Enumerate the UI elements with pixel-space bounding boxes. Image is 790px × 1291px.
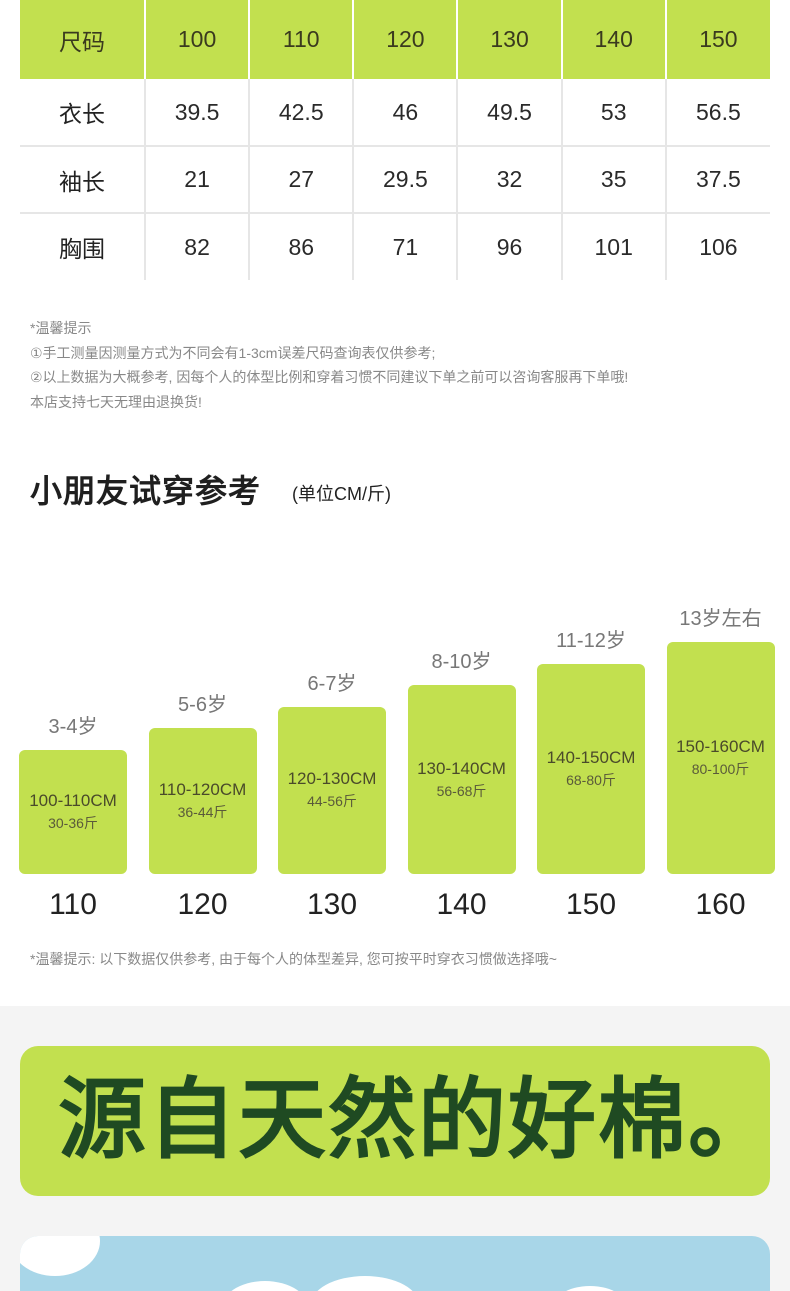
table-cell: 106: [699, 233, 738, 260]
cloud-shape: [550, 1286, 630, 1291]
chart-bar: 120-130CM 44-56斤: [278, 706, 386, 874]
notes-line: 本店支持七天无理由退换货!: [30, 393, 202, 410]
table-row: 袖长 21 27 29.5 32 35 37.5: [20, 146, 770, 214]
table-cell: 35: [561, 146, 667, 214]
slogan-text: 源自天然的好棉。: [58, 1070, 779, 1169]
try-on-chart: 100-110CM 30-36斤 3-4岁 110 110-120CM 36-44斤 5-6…: [0, 560, 790, 940]
bar-height-label: 150-160CM: [676, 737, 765, 756]
table-cell: 71: [353, 213, 459, 280]
notes-title: *温馨提示: [30, 320, 92, 336]
bar-age-label: 11-12岁: [556, 629, 626, 652]
chart-bar: 140-150CM 68-80斤: [537, 663, 645, 874]
bar-size-label: 140: [436, 888, 487, 921]
table-cell: 82: [145, 213, 251, 280]
bar-height-label: 130-140CM: [417, 758, 506, 778]
product-image-panel: [20, 1236, 770, 1291]
bar-height-label: 140-150CM: [546, 747, 636, 767]
notes-line: ①手工测量因测量方式为不同会有1-3cm误差尺码查询表仅供参考;: [30, 344, 436, 361]
table-cell: 21: [145, 146, 251, 214]
bar-age-label: 8-10岁: [431, 651, 492, 674]
bar-weight-label: 80-100斤: [691, 761, 750, 777]
cloud-shape: [220, 1281, 310, 1291]
bar-height-label: 120-130CM: [287, 769, 377, 789]
bar-weight-label: 30-36斤: [48, 815, 98, 831]
bar-height-label: 110-120CM: [158, 780, 247, 800]
table-cell: 27: [249, 146, 355, 214]
header-cell: 110: [249, 0, 355, 79]
size-table-header: 尺码 100 110 120 130 140 150: [20, 0, 770, 79]
bar-size-label: 130: [306, 888, 358, 921]
bar-age-label: 6-7岁: [307, 672, 357, 695]
bar-weight-label: 56-68斤: [436, 782, 487, 799]
table-cell: 56.5: [665, 79, 770, 147]
section-title: 小朋友试穿参考: [30, 473, 262, 509]
size-notes: *温馨提示 ①手工测量因测量方式为不同会有1-3cm误差尺码查询表仅供参考; ②…: [30, 316, 628, 414]
row-label: 衣长: [20, 79, 146, 147]
header-cell: 尺码: [20, 0, 146, 79]
header-cell: 150: [665, 0, 770, 79]
bar-age-label: 13岁左右: [679, 608, 762, 630]
header-cell: 140: [561, 0, 667, 79]
bar-size-label: 150: [565, 888, 617, 921]
table-cell: 86: [249, 213, 355, 280]
section-unit: (单位CM/斤): [292, 484, 391, 504]
chart-bar: 150-160CM 80-100斤: [666, 642, 775, 874]
table-cell: 49.5: [457, 79, 563, 147]
bar-weight-label: 36-44斤: [177, 804, 228, 821]
table-cell: 42.5: [249, 79, 355, 147]
table-cell: 32: [457, 146, 563, 214]
chart-bar: 100-110CM 30-36斤: [19, 750, 127, 874]
bar-size-label: 110: [49, 888, 97, 921]
bar-size-label: 160: [695, 888, 746, 921]
bar-age-label: 5-6岁: [178, 694, 227, 717]
bar-size-label: 120: [177, 888, 228, 921]
header-cell: 120: [353, 0, 459, 79]
bar-weight-label: 44-56斤: [307, 793, 357, 810]
slogan-banner: [20, 1046, 770, 1196]
bar-height-label: 100-110CM: [29, 791, 117, 810]
chart-bar: 110-120CM 36-44斤: [148, 728, 257, 874]
row-label: 袖长: [20, 146, 146, 214]
cloud-shape: [310, 1276, 420, 1291]
chart-tip: *温馨提示: 以下数据仅供参考, 由于每个人的体型差异, 您可按平时穿衣习惯做选…: [30, 951, 557, 967]
notes-line: ②以上数据为大概参考, 因每个人的体型比例和穿着习惯不同建议下单之前可以咨询客服…: [30, 369, 629, 385]
bar-age-label: 3-4岁: [48, 716, 98, 738]
cloud-shape: [20, 1236, 100, 1276]
table-cell: 46: [353, 79, 459, 147]
table-row: 衣长 39.5 42.5 46 49.5 53 56.5: [20, 79, 770, 147]
table-cell: 29.5: [353, 146, 459, 214]
header-cell: 100: [145, 0, 251, 79]
table-row: 胸围 82 86 71 96 101 106: [20, 213, 770, 280]
table-cell: 101: [561, 213, 667, 280]
table-cell: 39.5: [145, 79, 251, 147]
chart-bar: 130-140CM 56-68斤: [407, 685, 516, 874]
header-cell: 130: [457, 0, 563, 79]
table-cell: 37.5: [665, 146, 770, 214]
table-cell: 96: [457, 213, 563, 280]
table-cell: 53: [561, 79, 667, 147]
row-label: 胸围: [20, 213, 146, 280]
size-table: 尺码 100 110 120 130 140 150 衣长 39.5 42.5 …: [20, 0, 770, 280]
bar-weight-label: 68-80斤: [566, 771, 616, 788]
